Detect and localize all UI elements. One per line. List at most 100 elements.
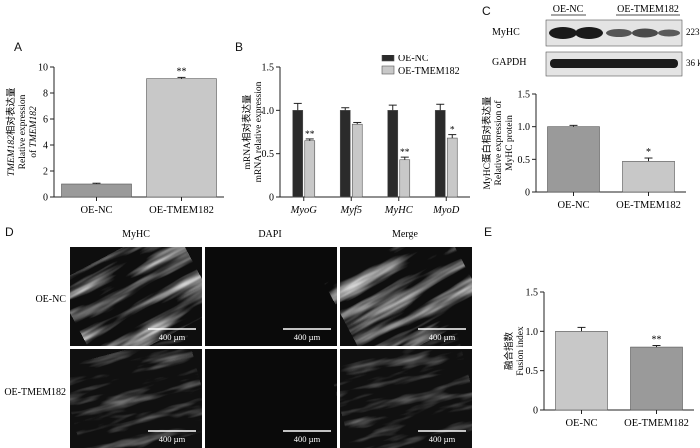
svg-text:400 µm: 400 µm — [294, 332, 321, 342]
bar — [351, 123, 363, 198]
blot-band — [549, 27, 577, 39]
blot-row-label: MyHC — [492, 27, 520, 38]
x-tick-label: OE-NC — [557, 200, 589, 211]
y-axis-label: of TMEM182 — [28, 106, 39, 158]
y-axis-label: MyHC protein — [505, 115, 515, 171]
blot-size-label: 223 ku — [686, 27, 700, 37]
bar — [622, 160, 675, 193]
panel-letter-c: C — [482, 4, 491, 18]
blot-band — [632, 28, 658, 38]
micro-row-label: OE-NC — [35, 294, 66, 305]
y-axis-label: Fusion index — [516, 326, 526, 376]
bar — [146, 78, 217, 198]
bar — [292, 110, 304, 198]
chart-b: 0 0.5 1.0 1.5 mRNA相对表达量 mRNA relative express… — [241, 55, 470, 216]
panel-letter-e: E — [484, 225, 493, 239]
x-tick-label: OE-NC — [565, 418, 597, 429]
y-tick-label: 1.0 — [518, 122, 531, 133]
blot-group-label: OE-NC — [553, 4, 584, 15]
blot-band — [575, 27, 603, 39]
micrograph-ocnc-myhc — [54, 225, 218, 372]
scale-bar: 400 µm — [283, 430, 331, 444]
panel-letter-d: D — [5, 225, 14, 239]
chart-c: 0 0.5 1.0 1.5 MyHC蛋白相对表达量 Relative expression… — [481, 90, 686, 211]
legend-label: OE-NC — [398, 55, 429, 64]
y-axis-label: Relative expression — [18, 94, 28, 169]
blot-band — [550, 59, 678, 68]
svg-text:400 µm: 400 µm — [429, 332, 456, 342]
x-tick-label: MyoG — [290, 205, 318, 216]
panel-letter-a: A — [14, 40, 23, 54]
legend-label: OE-TMEM182 — [398, 66, 460, 77]
y-tick-label: 0.5 — [526, 366, 539, 377]
blot-size-label: 36 ku — [686, 58, 700, 68]
scale-bar: 400 µm — [418, 430, 466, 444]
significance-label: ** — [305, 130, 315, 140]
micrograph-tmem-dapi — [205, 349, 337, 448]
x-tick-label: MyHC — [384, 205, 414, 216]
bar — [339, 110, 351, 198]
bar — [304, 140, 316, 198]
blot-band — [606, 29, 632, 37]
bar — [434, 110, 446, 198]
y-axis-label: MyHC蛋白相对表达量 — [481, 96, 493, 189]
scale-bar: 400 µm — [418, 328, 466, 342]
bar — [399, 159, 411, 198]
western-blot: OE-NC OE-TMEM182 MyHC 223 ku GAPDH 36 ku — [492, 4, 700, 77]
bar — [555, 331, 608, 411]
legend-swatch — [381, 55, 395, 62]
y-tick-label: 2 — [43, 167, 48, 178]
y-tick-label: 6 — [43, 115, 48, 126]
x-tick-label: OE-TMEM182 — [149, 205, 214, 216]
y-tick-label: 1.0 — [262, 106, 275, 117]
svg-text:400 µm: 400 µm — [294, 434, 321, 444]
micro-column-label: DAPI — [258, 229, 281, 240]
significance-label: * — [450, 126, 455, 136]
bar — [630, 346, 683, 411]
scale-bar: 400 µm — [283, 328, 331, 342]
x-tick-label: OE-NC — [80, 205, 112, 216]
scale-bar: 400 µm — [148, 328, 196, 342]
panel-letter-b: B — [235, 40, 244, 54]
svg-text:400 µm: 400 µm — [429, 434, 456, 444]
y-tick-label: 10 — [38, 63, 48, 74]
significance-label: ** — [177, 66, 187, 77]
y-tick-label: 0 — [525, 188, 530, 199]
y-axis-label: TMEM182相对表达量 — [5, 87, 17, 176]
micrograph-grid: MyHC DAPI Merge OE-NC OE-TMEM182 — [4, 225, 480, 448]
y-tick-label: 1.5 — [518, 90, 531, 101]
bar — [387, 110, 399, 198]
y-axis-label: Relative expression of — [493, 100, 504, 186]
bar — [446, 137, 458, 198]
blot-band — [658, 29, 680, 37]
x-tick-label: Myf5 — [339, 205, 362, 216]
x-tick-label: OE-TMEM182 — [624, 418, 689, 429]
y-tick-label: 1.0 — [526, 327, 539, 338]
y-axis-label: mRNA relative expression — [254, 81, 264, 182]
bar — [547, 126, 600, 193]
y-tick-label: 0.5 — [262, 149, 275, 160]
significance-label: * — [646, 147, 651, 158]
chart-a: 0 2 4 6 8 10 OE-NC ** OE-TMEM182 TMEM182相对表达量 Rela… — [5, 63, 224, 216]
y-tick-label: 0 — [533, 406, 538, 417]
significance-label: ** — [652, 334, 662, 345]
significance-label: ** — [400, 148, 410, 158]
y-tick-label: 4 — [43, 141, 48, 152]
legend-swatch — [381, 65, 395, 75]
micro-column-label: Merge — [392, 229, 418, 240]
y-axis-label: mRNA相对表达量 — [241, 94, 253, 169]
micro-column-label: MyHC — [122, 229, 150, 240]
micrograph-ocnc-dapi — [205, 247, 337, 346]
y-tick-label: 8 — [43, 89, 48, 100]
bar — [61, 183, 132, 198]
svg-text:400 µm: 400 µm — [159, 332, 186, 342]
y-axis-label: 融合指数 — [503, 332, 515, 371]
blot-group-label: OE-TMEM182 — [617, 4, 679, 15]
x-tick-label: MyoD — [432, 205, 460, 216]
y-tick-label: 0.5 — [518, 155, 531, 166]
y-tick-label: 0 — [43, 193, 48, 204]
x-tick-label: OE-TMEM182 — [616, 200, 681, 211]
y-tick-label: 0 — [269, 193, 274, 204]
micro-row-label: OE-TMEM182 — [4, 387, 66, 398]
